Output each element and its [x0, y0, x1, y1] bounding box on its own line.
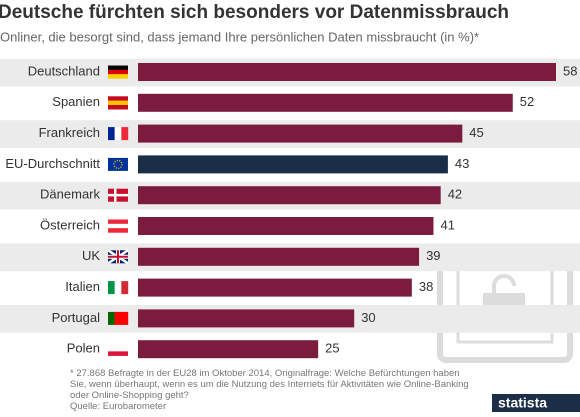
bar	[138, 217, 434, 235]
bar	[138, 278, 412, 297]
flag-part	[108, 281, 115, 295]
category-label: Italien	[65, 279, 100, 294]
bar	[138, 155, 448, 174]
category-label: Österreich	[40, 217, 100, 232]
flag-part	[108, 74, 128, 79]
bar	[138, 340, 319, 359]
value-label: 30	[361, 310, 375, 325]
flag-part	[108, 347, 128, 352]
category-label: Dänemark	[40, 187, 100, 202]
flag-part	[108, 157, 128, 171]
flag-part	[108, 100, 128, 106]
source: Quelle: Eurobarometer	[70, 401, 167, 412]
value-label: 25	[325, 341, 339, 356]
flag-part	[108, 351, 128, 356]
bar	[138, 247, 420, 266]
category-label: Spanien	[52, 94, 100, 109]
flag-part	[108, 228, 128, 233]
flag-part	[121, 281, 129, 295]
value-label: 58	[563, 63, 577, 78]
flag-part	[108, 127, 115, 141]
flag-part	[114, 127, 122, 141]
chart-title: Deutsche fürchten sich besonders vor Dat…	[0, 2, 509, 23]
brand: statista	[498, 395, 547, 411]
bar	[138, 124, 463, 143]
value-label: 42	[448, 187, 462, 202]
flag-part	[121, 127, 129, 141]
value-label: 38	[419, 279, 433, 294]
bar	[138, 63, 556, 81]
category-label: Polen	[67, 341, 100, 356]
category-label: Portugal	[52, 310, 101, 325]
flag-part	[108, 96, 128, 101]
flag-part	[108, 219, 128, 225]
value-label: 52	[520, 94, 534, 109]
bar	[138, 186, 441, 205]
flag-part	[108, 65, 128, 71]
footnote-box: * 27.868 Befragte in der EU28 im Oktober…	[70, 368, 469, 412]
flag-part	[114, 311, 122, 325]
flag-part	[114, 281, 122, 295]
chart-subtitle: Onliner, die besorgt sind, dass jemand I…	[0, 29, 479, 44]
footnote: * 27.868 Befragte in der EU28 im Oktober…	[70, 368, 469, 401]
flag-part	[108, 250, 128, 264]
brand-box	[492, 394, 580, 412]
flag-part	[108, 69, 128, 75]
bar	[138, 93, 513, 112]
flag-part	[108, 223, 128, 229]
flag-part	[108, 193, 128, 197]
category-label: EU-Durchschnitt	[5, 156, 100, 171]
flag-part	[108, 342, 128, 348]
flag-part	[113, 159, 123, 170]
category-label: UK	[82, 248, 100, 263]
flag-part	[108, 104, 128, 110]
rows: Deutschland 58 Spanien 52 Frankreich 45 EU-Dur…	[0, 58, 580, 359]
category-label: Frankreich	[39, 125, 100, 140]
flag-part	[108, 311, 115, 325]
category-label: Deutschland	[28, 63, 100, 78]
value-label: 43	[455, 156, 469, 171]
value-label: 41	[440, 217, 454, 232]
value-label: 39	[426, 248, 440, 263]
bar	[138, 309, 355, 328]
flag-part	[121, 311, 129, 325]
value-label: 45	[469, 125, 483, 140]
